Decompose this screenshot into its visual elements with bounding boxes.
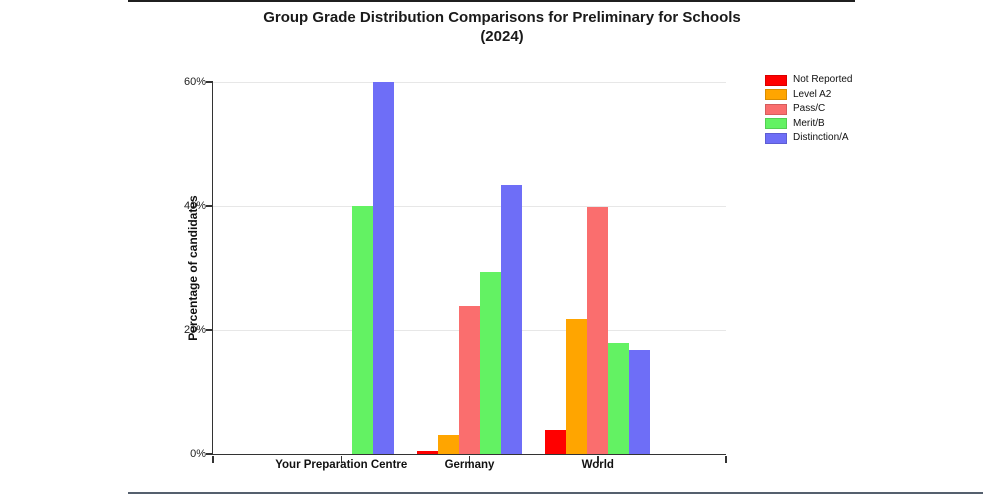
legend-label: Distinction/A	[793, 132, 849, 144]
legend-label: Merit/B	[793, 117, 825, 129]
bar-level-a2-germany	[438, 435, 459, 454]
bar-distinction-a-your-preparation-centre	[372, 82, 394, 454]
chart-title-line2: (2024)	[480, 28, 524, 45]
x-tick-1	[340, 455, 342, 463]
y-tick-label-0%: 0%	[190, 447, 206, 460]
plot-area: 0% 20% 40% 60% Your Preparation Centre German…	[184, 76, 727, 471]
bar-pass-c-world	[587, 207, 609, 454]
chart-title: Group Grade Distribution Comparisons for…	[252, 8, 752, 46]
x-tick-4	[725, 455, 727, 463]
legend-swatch-icon	[765, 118, 787, 130]
legend-item-distinction-a: Distinction/A	[765, 131, 852, 146]
bar-merit-b-world	[608, 343, 630, 454]
gridline-60	[213, 81, 726, 83]
y-tick-0%	[206, 453, 213, 455]
x-tick-2	[468, 455, 471, 463]
bar-not-reported-world	[545, 430, 567, 454]
legend-swatch-icon	[765, 74, 787, 86]
legend-swatch-icon	[765, 132, 787, 144]
legend-item-level-a2: Level A2	[765, 88, 852, 103]
bar-not-reported-germany	[417, 450, 438, 454]
top-horizontal-rule	[128, 0, 855, 2]
legend: Not Reported Level A2 Pass/C Merit/B Distinc…	[765, 73, 852, 146]
legend-swatch-icon	[765, 89, 787, 101]
chart-title-line1: Group Grade Distribution Comparisons for…	[263, 9, 741, 26]
y-tick-20%	[206, 329, 213, 331]
bar-pass-c-germany	[459, 306, 480, 454]
legend-label: Level A2	[793, 88, 832, 100]
legend-swatch-icon	[765, 103, 787, 115]
legend-label: Pass/C	[793, 103, 826, 115]
bar-merit-b-germany	[480, 272, 501, 454]
y-tick-label-20%: 20%	[183, 323, 206, 336]
gridline-40	[213, 205, 726, 207]
legend-item-pass-c: Pass/C	[765, 102, 852, 117]
category-label-your-preparation-centre: Your Preparation Centre	[275, 459, 408, 471]
bar-distinction-a-world	[629, 350, 651, 454]
y-tick-60%	[206, 81, 213, 83]
y-tick-label-60%: 60%	[183, 75, 206, 88]
legend-item-merit-b: Merit/B	[765, 117, 852, 132]
bottom-horizontal-rule	[128, 492, 983, 494]
bar-merit-b-your-preparation-centre	[351, 206, 373, 454]
y-axis-title: Percentage of candidates	[186, 195, 200, 341]
category-label-world: World	[581, 459, 614, 471]
x-tick-3	[597, 455, 599, 463]
y-tick-40%	[206, 205, 213, 207]
legend-label: Not Reported	[793, 74, 853, 86]
legend-item-not-reported: Not Reported	[765, 73, 852, 88]
bar-distinction-a-germany	[501, 184, 522, 454]
x-tick-0	[212, 455, 214, 463]
y-tick-label-40%: 40%	[183, 199, 206, 212]
bar-level-a2-world	[566, 318, 588, 454]
category-label-germany: Germany	[444, 459, 495, 471]
